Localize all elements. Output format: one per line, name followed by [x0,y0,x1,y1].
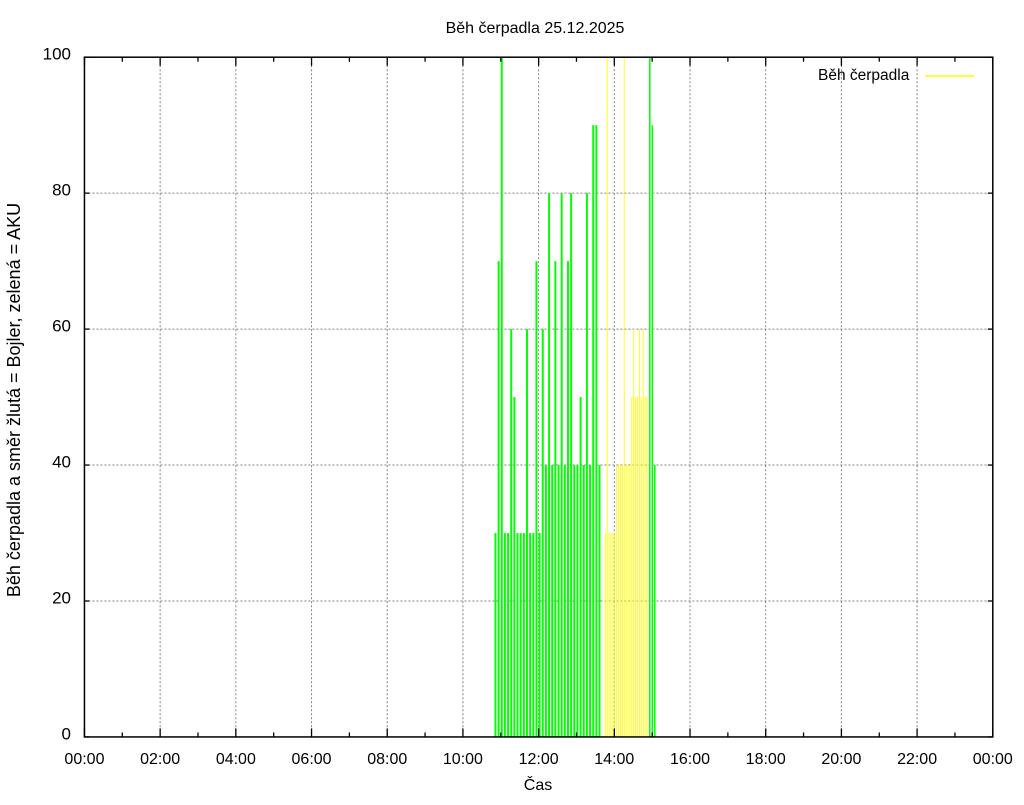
svg-text:00:00: 00:00 [973,751,1013,768]
svg-text:18:00: 18:00 [746,751,786,768]
svg-text:04:00: 04:00 [216,751,256,768]
svg-text:22:00: 22:00 [897,751,937,768]
svg-text:100: 100 [43,45,71,64]
svg-text:40: 40 [52,453,71,472]
svg-text:10:00: 10:00 [443,751,483,768]
svg-text:80: 80 [52,181,71,200]
svg-text:0: 0 [62,724,71,743]
svg-text:06:00: 06:00 [292,751,332,768]
svg-text:Běh čerpadla 25.12.2025: Běh čerpadla 25.12.2025 [446,20,625,37]
svg-text:60: 60 [52,317,71,336]
svg-text:00:00: 00:00 [64,751,104,768]
svg-text:14:00: 14:00 [594,751,634,768]
svg-text:16:00: 16:00 [670,751,710,768]
svg-text:20: 20 [52,589,71,608]
svg-text:02:00: 02:00 [140,751,180,768]
svg-text:08:00: 08:00 [367,751,407,768]
svg-text:12:00: 12:00 [519,751,559,768]
svg-text:20:00: 20:00 [821,751,861,768]
svg-text:Čas: Čas [524,775,552,794]
svg-text:Běh čerpadla a směr žlutá = Bo: Běh čerpadla a směr žlutá = Bojler, zele… [4,203,24,597]
svg-text:Běh čerpadla: Běh čerpadla [818,67,910,84]
